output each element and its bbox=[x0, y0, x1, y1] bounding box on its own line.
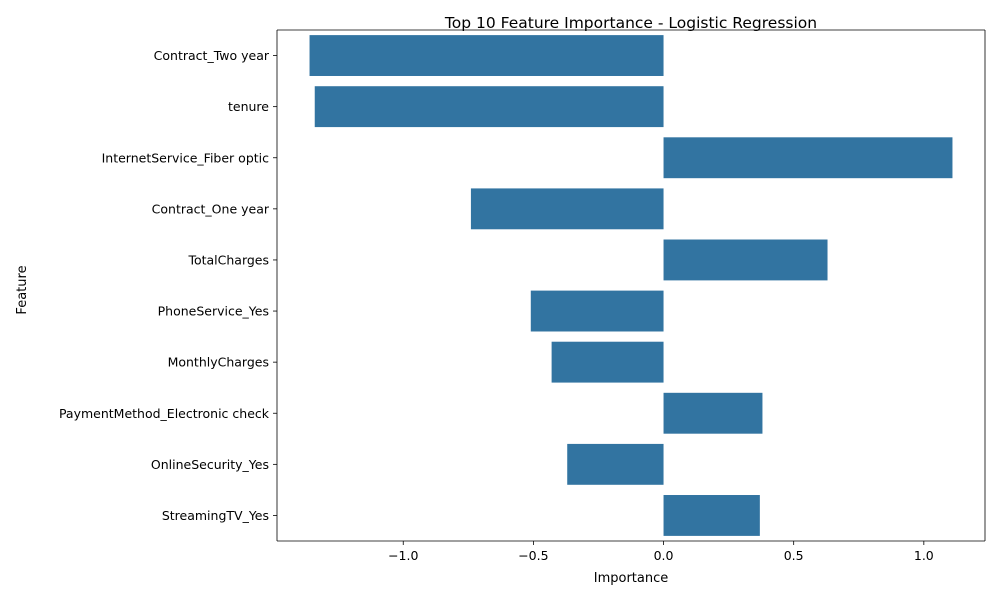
bar bbox=[309, 35, 664, 76]
y-tick-label: OnlineSecurity_Yes bbox=[151, 457, 269, 472]
plot-frame bbox=[276, 29, 986, 542]
bar bbox=[663, 137, 953, 179]
y-tick-label: Contract_One year bbox=[152, 201, 270, 216]
bar bbox=[663, 392, 763, 434]
y-tick-label: StreamingTV_Yes bbox=[162, 508, 269, 523]
bar bbox=[567, 443, 664, 485]
y-tick-label: InternetService_Fiber optic bbox=[102, 150, 270, 165]
bar bbox=[530, 290, 664, 332]
y-tick-label: PaymentMethod_Electronic check bbox=[59, 406, 270, 421]
x-axis-label: Importance bbox=[594, 571, 669, 586]
bar bbox=[470, 188, 664, 230]
bars-group bbox=[309, 35, 953, 536]
bar bbox=[314, 86, 664, 128]
y-tick-label: MonthlyCharges bbox=[168, 355, 269, 370]
bar bbox=[663, 495, 760, 536]
y-tick-label: Contract_Two year bbox=[154, 48, 270, 63]
y-ticks-group: Contract_Two year tenure InternetService_F… bbox=[59, 48, 277, 523]
x-tick-label: 0.5 bbox=[784, 548, 804, 563]
y-tick-label: TotalCharges bbox=[187, 252, 269, 267]
chart-title: Top 10 Feature Importance - Logistic Reg… bbox=[444, 14, 817, 32]
x-ticks-group: −1.0 −0.5 0.0 0.5 1.0 bbox=[388, 541, 934, 563]
y-tick-label: tenure bbox=[228, 99, 269, 114]
x-tick-label: 0.0 bbox=[654, 548, 674, 563]
bar bbox=[663, 239, 828, 281]
y-axis-label: Feature bbox=[15, 265, 30, 314]
x-tick-label: 1.0 bbox=[914, 548, 934, 563]
x-tick-label: −1.0 bbox=[388, 548, 418, 563]
bar bbox=[551, 341, 664, 383]
y-tick-label: PhoneService_Yes bbox=[158, 304, 269, 319]
x-tick-label: −0.5 bbox=[518, 548, 548, 563]
